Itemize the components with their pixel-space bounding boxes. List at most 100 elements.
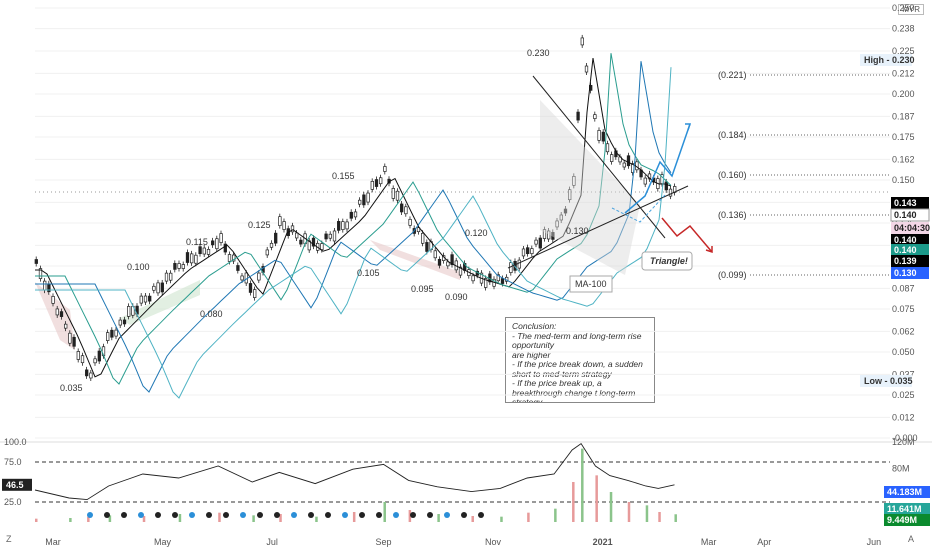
volume-bar	[383, 502, 386, 522]
timezone-icon[interactable]: Z	[6, 534, 12, 544]
volume-bar	[645, 505, 649, 522]
price-tick-label: -0.000	[892, 433, 918, 443]
candle	[353, 211, 358, 218]
volume-bar	[142, 516, 146, 522]
price-tag-text: 0.140	[894, 235, 917, 245]
candle	[458, 266, 463, 276]
price-tag-text: 0.140	[894, 245, 917, 255]
candle	[416, 227, 421, 233]
candle	[269, 242, 274, 248]
candle	[43, 280, 47, 291]
price-tag	[891, 197, 929, 209]
swing-price-label: 0.130	[566, 226, 589, 236]
candle	[610, 154, 614, 162]
candle	[379, 177, 383, 185]
signal-dot	[121, 512, 127, 518]
candle	[97, 350, 101, 362]
candle	[551, 232, 555, 240]
signal-dot	[325, 512, 331, 518]
volume-bar	[178, 514, 182, 522]
price-tag-text: 0.143	[894, 198, 917, 208]
candle	[383, 166, 387, 172]
volume-bar	[674, 514, 677, 522]
candle	[72, 336, 76, 347]
price-tick-label: 0.225	[892, 46, 915, 56]
signal-dot	[240, 512, 246, 518]
fib-level-label: (0.221)	[718, 70, 747, 80]
low-tag	[860, 375, 912, 387]
volume-bar	[572, 482, 575, 522]
candle	[597, 130, 601, 141]
candle	[148, 295, 152, 302]
candle	[232, 254, 236, 262]
price-tag	[891, 234, 929, 246]
volume-tag-text: 11.641M	[887, 504, 922, 514]
candle	[110, 329, 114, 338]
candle	[559, 214, 563, 221]
candle	[64, 323, 68, 329]
price-tick-label: 0.075	[892, 304, 915, 314]
signal-dot	[172, 512, 178, 518]
signal-dot	[206, 512, 212, 518]
high-tag-text: High - 0.230	[864, 55, 915, 65]
swing-price-label: 0.115	[186, 237, 208, 247]
candle	[55, 308, 59, 316]
candle	[122, 319, 127, 325]
volume-bar	[527, 512, 530, 522]
candle	[517, 259, 521, 269]
candle	[395, 190, 400, 201]
bear-band	[35, 282, 75, 350]
candle	[538, 237, 542, 249]
candle	[282, 221, 286, 230]
fib-level-label: (0.136)	[718, 210, 747, 220]
candle	[47, 283, 51, 293]
candle	[211, 240, 215, 246]
rsi-value-tag	[2, 478, 32, 491]
candle	[38, 268, 43, 279]
rsi-panel: 100.0 75.0 25.0 46.5 120M 80M	[0, 437, 932, 522]
swing-price-label: 0.080	[200, 309, 223, 319]
volume-bar	[609, 492, 613, 522]
candle	[547, 230, 551, 240]
swing-price-label: 0.100	[127, 262, 150, 272]
signal-dot	[291, 512, 297, 518]
volume-bar	[108, 515, 112, 522]
candle	[358, 199, 362, 205]
candle	[190, 253, 194, 264]
price-tick-label: 0.062	[892, 326, 915, 336]
candle	[324, 233, 328, 240]
signal-dot	[274, 512, 280, 518]
candle	[668, 188, 673, 197]
volume-tag-text: 44.183M	[887, 487, 922, 497]
swing-price-label: 0.095	[411, 284, 434, 294]
candle	[626, 155, 631, 167]
candle	[450, 254, 454, 266]
candle	[169, 272, 173, 281]
currency-label[interactable]: MYR	[898, 4, 924, 15]
volume-bar	[627, 502, 631, 522]
candle	[349, 211, 353, 219]
candle	[408, 218, 412, 226]
candle	[177, 263, 181, 269]
candle	[93, 358, 97, 364]
candle	[572, 176, 576, 186]
signal-dot	[444, 512, 450, 518]
candle	[404, 206, 408, 215]
auto-scale-button[interactable]: A	[907, 534, 914, 544]
volume-bar	[87, 516, 90, 522]
candle	[425, 242, 429, 252]
price-tick-label: 0.187	[892, 111, 915, 121]
candle	[496, 274, 500, 282]
signal-dot	[410, 512, 416, 518]
low-tag-text: Low - 0.035	[864, 376, 913, 386]
candle	[584, 65, 589, 73]
volume-bar	[554, 508, 557, 522]
time-axis: Mar May Jul Sep Nov 2021 Mar Apr Jun	[45, 537, 881, 547]
volume-bar	[279, 514, 282, 522]
candle	[500, 278, 505, 284]
candle	[311, 237, 316, 247]
candle	[542, 229, 547, 239]
moving-average-lines	[35, 53, 672, 399]
dashed-path	[611, 194, 666, 223]
